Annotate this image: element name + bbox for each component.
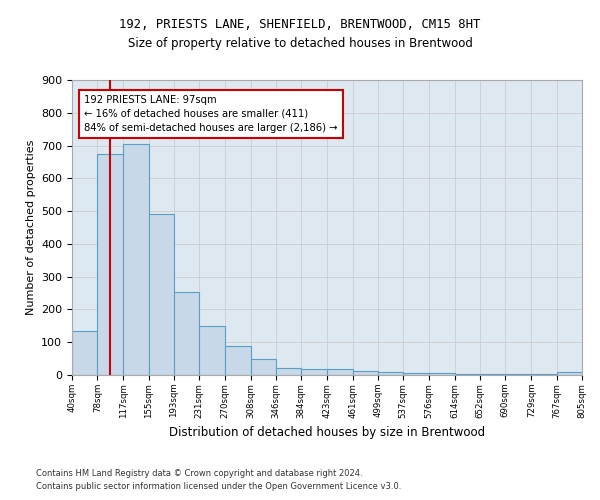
Bar — [378, 372, 403, 375]
Bar — [455, 374, 480, 375]
Bar — [251, 358, 276, 375]
Bar — [97, 154, 122, 375]
Text: Contains public sector information licensed under the Open Government Licence v3: Contains public sector information licen… — [36, 482, 401, 491]
Bar — [557, 372, 582, 375]
Bar — [430, 374, 455, 375]
Y-axis label: Number of detached properties: Number of detached properties — [26, 140, 35, 315]
Bar — [532, 374, 557, 375]
Text: Size of property relative to detached houses in Brentwood: Size of property relative to detached ho… — [128, 38, 472, 51]
Bar — [505, 374, 530, 375]
Bar — [328, 369, 353, 375]
X-axis label: Distribution of detached houses by size in Brentwood: Distribution of detached houses by size … — [169, 426, 485, 439]
Bar — [403, 374, 428, 375]
Bar — [124, 144, 149, 375]
Bar — [226, 346, 251, 375]
Bar — [301, 369, 326, 375]
Text: 192, PRIESTS LANE, SHENFIELD, BRENTWOOD, CM15 8HT: 192, PRIESTS LANE, SHENFIELD, BRENTWOOD,… — [119, 18, 481, 30]
Bar — [174, 292, 199, 375]
Bar — [72, 331, 97, 375]
Bar — [353, 372, 378, 375]
Bar — [276, 368, 301, 375]
Bar — [149, 214, 174, 375]
Text: 192 PRIESTS LANE: 97sqm
← 16% of detached houses are smaller (411)
84% of semi-d: 192 PRIESTS LANE: 97sqm ← 16% of detache… — [84, 95, 337, 132]
Text: Contains HM Land Registry data © Crown copyright and database right 2024.: Contains HM Land Registry data © Crown c… — [36, 468, 362, 477]
Bar — [480, 374, 505, 375]
Bar — [199, 326, 224, 375]
